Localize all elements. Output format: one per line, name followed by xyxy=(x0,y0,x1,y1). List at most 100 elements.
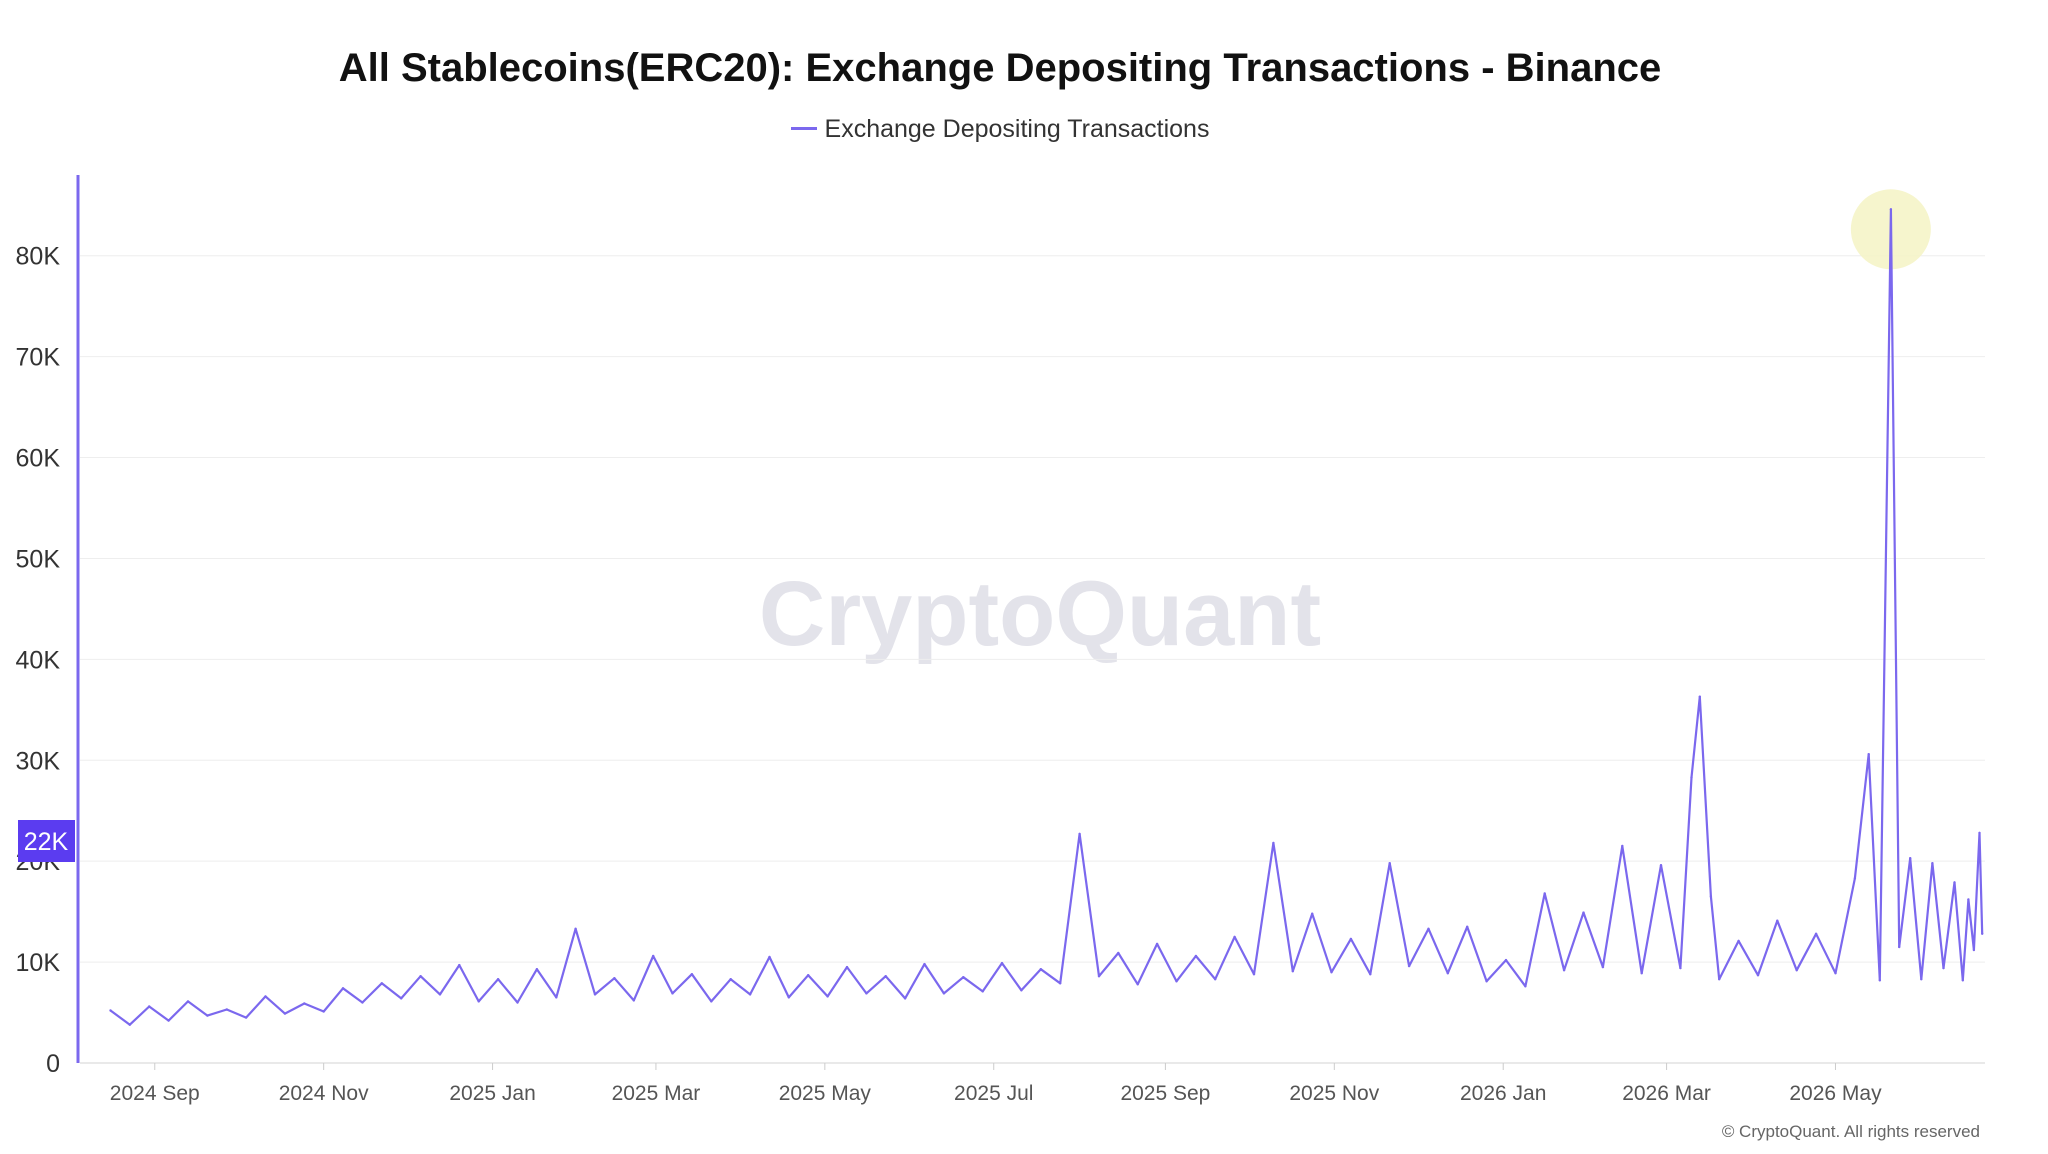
y-tick-label: 10K xyxy=(16,949,61,977)
data-point xyxy=(1931,862,1934,865)
x-tick-label: 2025 Sep xyxy=(1120,1082,1210,1105)
data-point xyxy=(458,963,461,967)
data-point xyxy=(1981,932,1984,935)
data-point xyxy=(1252,973,1256,976)
data-point xyxy=(1690,776,1693,779)
data-point xyxy=(167,1019,170,1022)
data-point xyxy=(1000,961,1004,965)
data-point xyxy=(884,975,887,978)
data-point xyxy=(807,974,810,977)
copyright-text: © CryptoQuant. All rights reserved xyxy=(1722,1122,1980,1141)
chart-title: All Stablecoins(ERC20): Exchange Deposit… xyxy=(338,46,1662,90)
data-point xyxy=(1867,753,1870,756)
data-point xyxy=(1834,972,1837,975)
data-point xyxy=(477,1000,480,1003)
data-point xyxy=(1795,969,1798,972)
y-tick-label: 80K xyxy=(16,243,61,271)
x-tick-label: 2025 Nov xyxy=(1289,1082,1379,1105)
x-tick-label: 2026 Jan xyxy=(1460,1082,1546,1105)
data-point xyxy=(244,1016,248,1019)
data-point xyxy=(1175,980,1178,983)
y-tick-label: 50K xyxy=(16,545,61,573)
y-tick-label: 0 xyxy=(46,1050,60,1078)
data-point xyxy=(1978,831,1981,835)
current-value-label: 22K xyxy=(24,828,69,856)
x-tick-label: 2024 Sep xyxy=(110,1082,200,1105)
data-point xyxy=(1155,942,1159,946)
y-tick-label: 60K xyxy=(16,445,61,473)
data-point xyxy=(845,965,849,969)
x-tick-label: 2026 May xyxy=(1789,1082,1882,1105)
data-point xyxy=(1020,989,1023,992)
data-point xyxy=(1756,974,1760,977)
data-point xyxy=(206,1014,209,1017)
data-point xyxy=(1920,978,1923,981)
data-point xyxy=(400,997,403,1000)
data-point xyxy=(1349,937,1353,941)
data-point xyxy=(148,1005,151,1008)
data-point xyxy=(1039,968,1043,971)
data-point xyxy=(555,996,558,999)
x-tick-label: 2025 May xyxy=(779,1082,872,1105)
x-tick-label: 2024 Nov xyxy=(279,1082,369,1105)
data-point xyxy=(748,993,752,996)
data-point xyxy=(1117,951,1120,955)
data-point xyxy=(710,1000,713,1003)
data-point xyxy=(1853,877,1857,880)
data-point xyxy=(1446,972,1450,975)
legend[interactable]: Exchange Depositing Transactions xyxy=(0,115,2000,144)
data-point xyxy=(1967,898,1970,901)
y-tick-label: 40K xyxy=(16,646,61,674)
data-point xyxy=(981,990,984,993)
data-point xyxy=(613,977,616,980)
data-point xyxy=(1485,980,1488,983)
data-point xyxy=(1601,965,1605,969)
data-point xyxy=(361,1001,364,1004)
data-point xyxy=(1504,958,1508,962)
data-point xyxy=(652,954,655,958)
data-point xyxy=(186,1000,190,1003)
series-layer xyxy=(109,208,1984,1026)
data-point xyxy=(322,1010,325,1013)
data-point xyxy=(1524,985,1527,988)
data-point xyxy=(1698,695,1702,698)
data-point xyxy=(283,1012,287,1015)
x-tick-label: 2025 Jul xyxy=(954,1082,1033,1105)
data-point xyxy=(787,996,790,999)
legend-label: Exchange Depositing Transactions xyxy=(824,115,1210,143)
data-point xyxy=(1659,864,1663,867)
data-point xyxy=(1543,892,1546,895)
watermark: CryptoQuant xyxy=(759,563,1321,665)
grid-lines xyxy=(80,255,1985,1064)
data-point xyxy=(574,927,577,930)
data-point xyxy=(264,995,267,998)
data-point xyxy=(1466,925,1469,928)
data-point xyxy=(225,1008,228,1011)
data-point xyxy=(1972,948,1976,952)
data-point xyxy=(1078,832,1081,836)
data-point xyxy=(1097,975,1101,978)
data-point xyxy=(496,978,500,981)
data-point xyxy=(1878,979,1882,982)
data-point xyxy=(1953,881,1956,884)
data-point xyxy=(1427,927,1430,930)
data-point xyxy=(1369,973,1372,976)
data-point xyxy=(768,955,771,959)
data-point xyxy=(593,993,597,996)
data-point xyxy=(1582,911,1585,914)
data-point xyxy=(1679,966,1682,970)
data-point xyxy=(1291,970,1295,973)
data-point xyxy=(1889,208,1893,211)
data-point xyxy=(671,992,674,995)
data-point xyxy=(1640,972,1643,975)
data-point xyxy=(1776,919,1779,922)
data-point xyxy=(923,962,926,966)
data-point xyxy=(341,987,345,990)
data-point xyxy=(1737,939,1740,943)
data-point xyxy=(516,1001,519,1004)
data-point xyxy=(1214,978,1217,981)
data-point xyxy=(1407,964,1411,968)
data-point xyxy=(1909,857,1912,860)
